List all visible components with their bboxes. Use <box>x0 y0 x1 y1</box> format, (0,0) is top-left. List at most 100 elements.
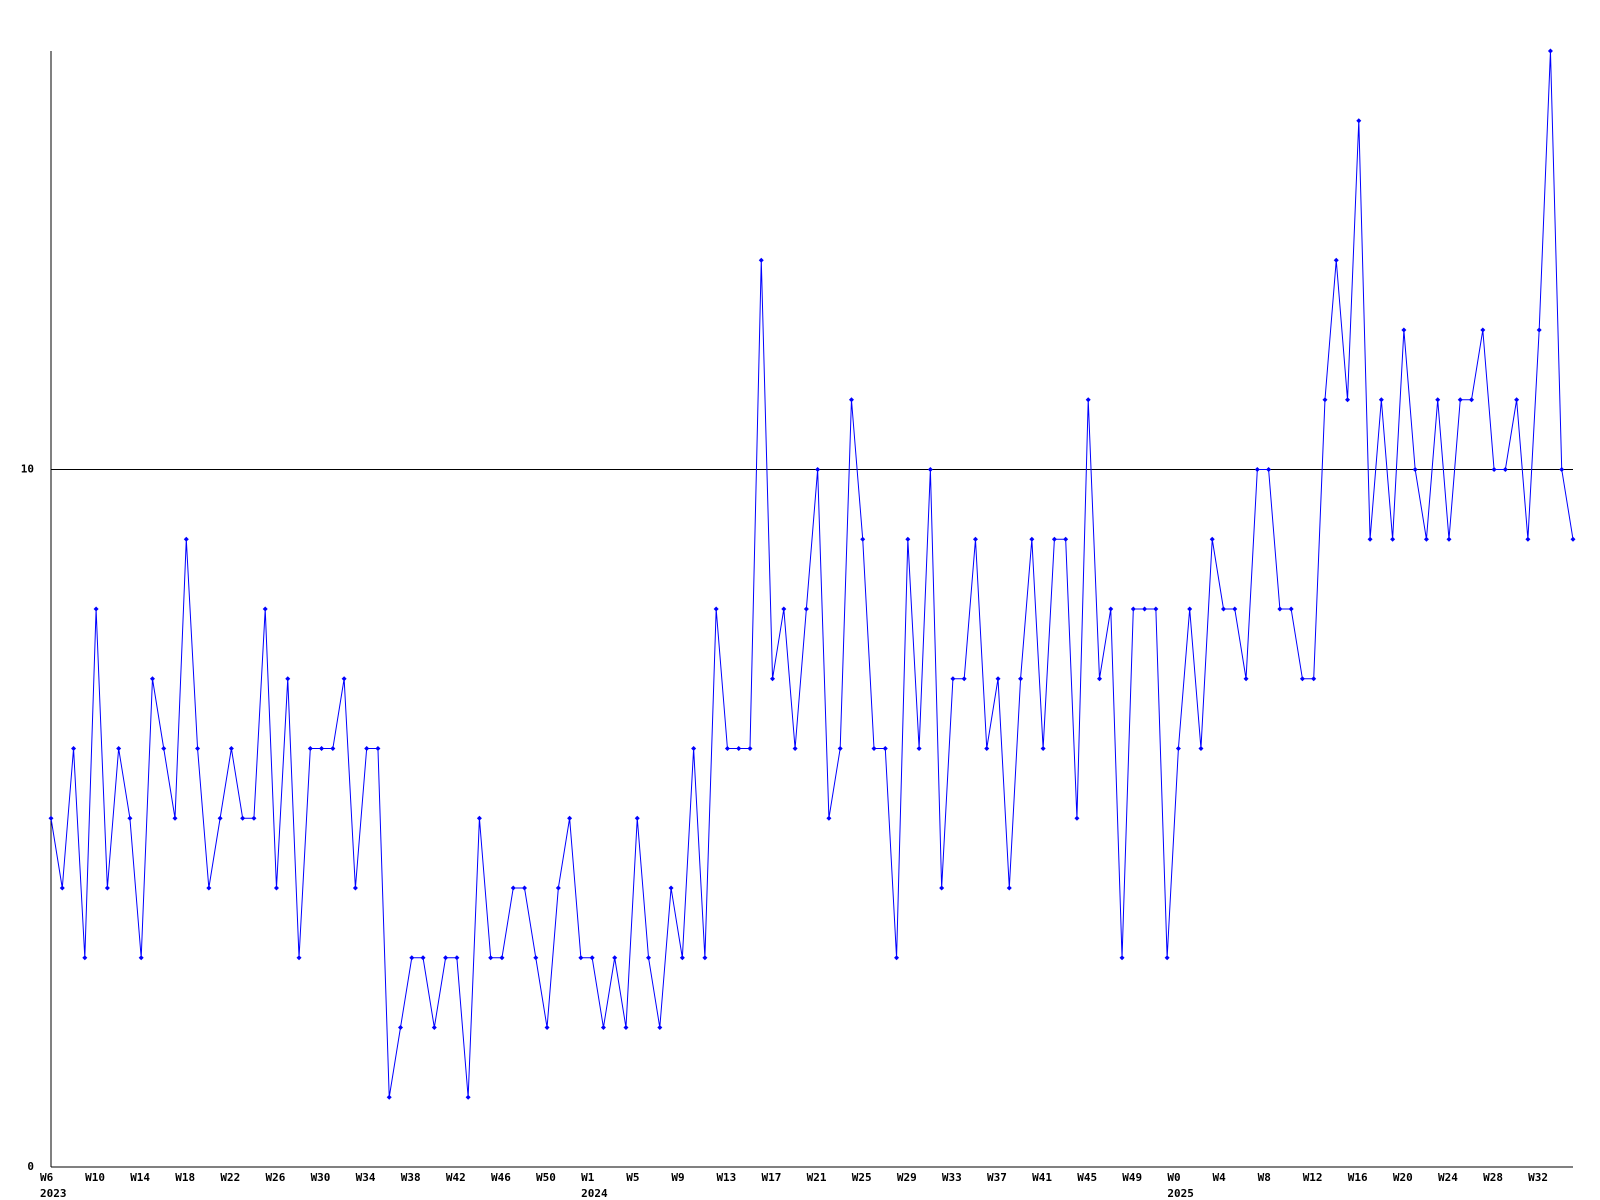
x-tick-label: W37 <box>987 1171 1007 1184</box>
x-tick-label: W9 <box>671 1171 684 1184</box>
data-point <box>352 885 358 891</box>
data-point <box>1378 397 1384 403</box>
data-point <box>1232 606 1238 612</box>
data-point <box>1469 397 1475 403</box>
x-tick-label: W20 <box>1393 1171 1413 1184</box>
data-point <box>1074 815 1080 821</box>
data-point <box>1480 327 1486 333</box>
data-point <box>206 885 212 891</box>
data-point <box>296 955 302 961</box>
data-point <box>364 746 370 751</box>
data-point <box>488 955 494 961</box>
x-tick-label: W16 <box>1348 1171 1368 1184</box>
data-point <box>634 815 640 821</box>
data-point <box>1164 955 1170 961</box>
year-label: 2025 <box>1167 1187 1194 1200</box>
data-point <box>262 606 268 612</box>
data-point <box>826 815 832 821</box>
data-point <box>1502 467 1508 472</box>
data-point <box>285 676 291 682</box>
data-point <box>273 885 279 891</box>
data-point <box>1390 536 1396 542</box>
data-point <box>1311 676 1317 682</box>
x-tick-label: W6 <box>40 1171 54 1184</box>
data-point <box>1333 257 1339 263</box>
data-point <box>499 955 505 961</box>
data-point <box>1153 606 1159 612</box>
data-point <box>972 536 978 542</box>
x-tick-label: W28 <box>1483 1171 1503 1184</box>
data-point <box>668 885 674 891</box>
data-point <box>1243 676 1249 682</box>
data-point <box>995 676 1001 682</box>
x-tick-label: W26 <box>265 1171 285 1184</box>
data-point <box>420 955 426 961</box>
data-point <box>623 1025 629 1030</box>
data-point <box>1491 467 1497 472</box>
data-point <box>1401 327 1407 333</box>
x-tick-label: W4 <box>1213 1171 1227 1184</box>
data-point <box>939 885 945 891</box>
data-point <box>691 746 697 751</box>
data-point <box>781 606 787 612</box>
data-point <box>161 746 167 751</box>
y-tick-label: 0 <box>27 1160 34 1173</box>
x-tick-label: W13 <box>716 1171 736 1184</box>
data-point <box>544 1025 550 1030</box>
data-point <box>228 746 234 751</box>
data-point <box>1119 955 1125 961</box>
data-point <box>195 746 201 751</box>
data-point <box>747 746 753 751</box>
data-point <box>82 955 88 961</box>
x-tick-label: W34 <box>356 1171 376 1184</box>
data-point <box>431 1025 437 1030</box>
data-point <box>476 815 482 821</box>
data-point <box>465 1094 471 1100</box>
data-point <box>1051 536 1057 542</box>
data-point <box>1040 746 1046 751</box>
data-point <box>1277 606 1283 612</box>
data-point <box>522 885 528 891</box>
data-point <box>758 257 764 263</box>
year-label: 2023 <box>40 1187 67 1200</box>
data-point <box>950 676 956 682</box>
data-point <box>1457 397 1463 403</box>
data-point <box>240 815 246 821</box>
data-point <box>724 746 730 751</box>
data-point <box>1514 397 1520 403</box>
x-tick-label: W1 <box>581 1171 595 1184</box>
data-point <box>1142 606 1148 612</box>
data-point <box>713 606 719 612</box>
data-point <box>736 746 742 751</box>
data-point <box>1221 606 1227 612</box>
x-tick-label: W42 <box>446 1171 466 1184</box>
x-tick-label: W45 <box>1077 1171 1097 1184</box>
x-tick-label: W41 <box>1032 1171 1052 1184</box>
data-point <box>646 955 652 961</box>
x-tick-label: W30 <box>311 1171 331 1184</box>
data-point <box>1559 467 1565 472</box>
data-point <box>837 746 843 751</box>
data-point <box>792 746 798 751</box>
data-point <box>815 467 821 472</box>
data-point <box>251 815 257 821</box>
data-point <box>183 536 189 542</box>
data-point <box>555 885 561 891</box>
data-point <box>319 746 325 751</box>
data-point <box>149 676 155 682</box>
data-point <box>1570 536 1576 542</box>
data-point <box>386 1094 392 1100</box>
x-tick-label: W25 <box>852 1171 872 1184</box>
data-point <box>1187 606 1193 612</box>
data-point <box>104 885 110 891</box>
data-point <box>59 885 65 891</box>
x-tick-label: W46 <box>491 1171 511 1184</box>
data-point <box>1018 676 1024 682</box>
x-tick-label: W21 <box>807 1171 827 1184</box>
x-tick-label: W18 <box>175 1171 195 1184</box>
data-point <box>341 676 347 682</box>
data-point <box>1446 536 1452 542</box>
x-tick-label: W33 <box>942 1171 962 1184</box>
data-line <box>50 50 1574 1098</box>
